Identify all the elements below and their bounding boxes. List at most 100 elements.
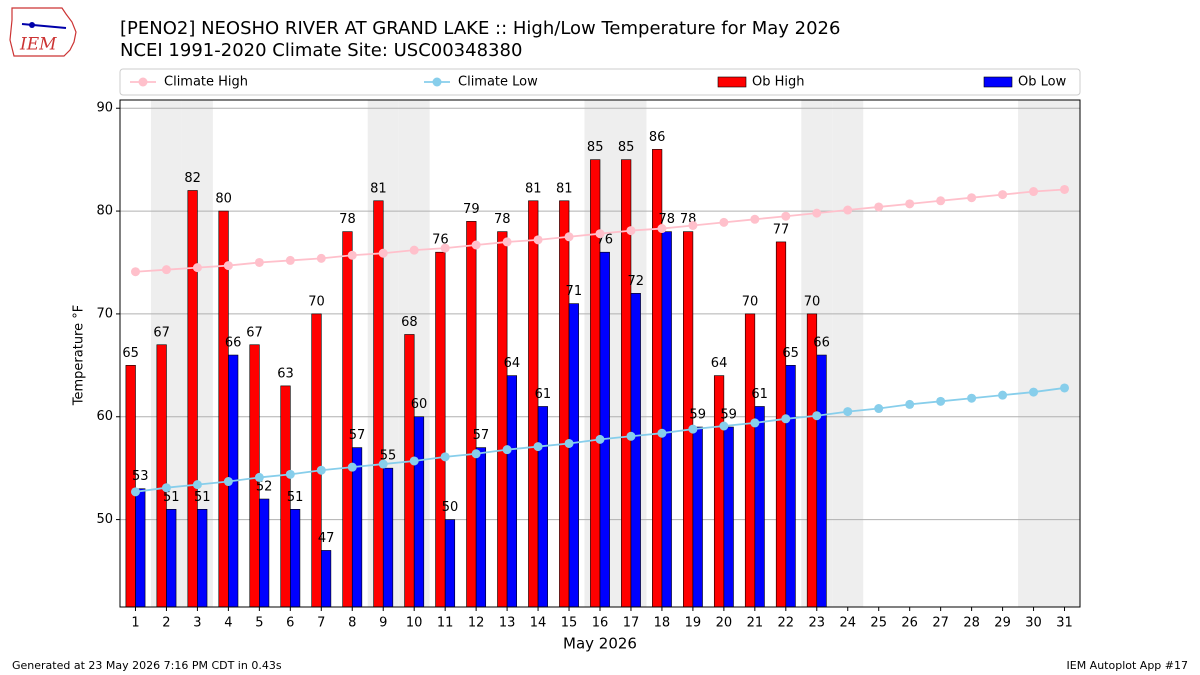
bar-label: 78 — [339, 212, 356, 227]
bar-label: 57 — [349, 428, 366, 443]
plot-frame — [119, 99, 1081, 608]
bar — [320, 550, 332, 608]
point — [285, 255, 295, 265]
bar-label: 82 — [184, 171, 201, 186]
bar — [404, 334, 415, 608]
bar — [661, 231, 672, 608]
point — [1060, 383, 1070, 393]
point — [657, 224, 667, 234]
bar-label: 71 — [566, 284, 583, 299]
point — [471, 240, 481, 250]
point — [626, 226, 636, 236]
point — [719, 217, 729, 227]
point — [595, 229, 605, 239]
legend-label: Climate Low — [458, 75, 538, 90]
x-tick-label: 22 — [778, 616, 795, 631]
bar — [351, 447, 363, 608]
bar-label: 61 — [751, 387, 768, 402]
point — [874, 202, 884, 212]
bar — [373, 200, 384, 608]
point — [223, 477, 233, 487]
point — [967, 393, 977, 403]
weekend-shade — [1049, 100, 1080, 607]
x-tick-label: 5 — [255, 616, 263, 631]
bar-label: 53 — [132, 469, 149, 484]
x-tick-label: 8 — [348, 616, 356, 631]
bar-label: 52 — [256, 480, 273, 495]
x-tick-label: 14 — [530, 616, 547, 631]
weekend-shade — [1018, 100, 1050, 607]
bar — [599, 251, 610, 608]
bar-label: 85 — [587, 140, 604, 155]
legend-swatch — [983, 76, 1013, 88]
point — [502, 445, 512, 455]
x-tick-label: 23 — [809, 616, 826, 631]
bar — [135, 488, 146, 608]
bar-label: 57 — [473, 428, 490, 443]
point — [440, 452, 450, 462]
bar — [806, 313, 818, 608]
x-tick-label: 16 — [592, 616, 609, 631]
footer-left: Generated at 23 May 2026 7:16 PM CDT in … — [12, 659, 282, 672]
bar — [528, 200, 539, 608]
bar-label: 81 — [556, 181, 573, 196]
legend-label: Ob Low — [1018, 75, 1067, 90]
x-tick-label: 15 — [561, 616, 578, 631]
point — [843, 407, 853, 417]
y-tick-label: 90 — [96, 101, 113, 116]
bar-label: 47 — [318, 531, 335, 546]
bar-label: 51 — [287, 490, 304, 505]
point — [254, 257, 264, 267]
point — [936, 196, 946, 206]
point — [1029, 187, 1039, 197]
legend-marker — [432, 77, 442, 87]
bar-label: 68 — [401, 315, 418, 330]
point — [936, 396, 946, 406]
bar — [559, 200, 570, 608]
bar — [744, 313, 756, 608]
legend-swatch — [717, 76, 747, 88]
bar-label: 64 — [504, 356, 521, 371]
bar — [382, 467, 394, 608]
x-tick-label: 24 — [839, 616, 856, 631]
point — [347, 462, 357, 472]
point — [378, 459, 388, 469]
x-tick-label: 9 — [379, 616, 387, 631]
bar-label: 81 — [370, 181, 387, 196]
bar-label: 66 — [225, 336, 242, 351]
bar — [785, 365, 796, 608]
point — [905, 399, 915, 409]
bar-label: 70 — [742, 294, 759, 309]
bar-label: 63 — [277, 366, 294, 381]
chart-subtitle: NCEI 1991-2020 Climate Site: USC00348380 — [120, 40, 522, 61]
bar-label: 59 — [689, 408, 706, 423]
point — [781, 211, 791, 221]
point — [409, 245, 419, 255]
point — [130, 487, 140, 497]
bar — [259, 498, 270, 608]
point — [657, 428, 667, 438]
x-tick-label: 2 — [162, 616, 170, 631]
bar — [723, 426, 734, 608]
point — [874, 404, 884, 414]
x-tick-label: 7 — [317, 616, 325, 631]
bar-label: 65 — [122, 346, 139, 361]
x-tick-label: 20 — [716, 616, 733, 631]
point — [750, 214, 760, 224]
point — [1060, 184, 1070, 194]
bar — [311, 313, 322, 608]
bar — [444, 519, 456, 608]
point — [812, 411, 822, 421]
point — [285, 469, 295, 479]
x-tick-label: 25 — [870, 616, 887, 631]
point — [998, 190, 1008, 200]
y-tick-label: 70 — [96, 306, 113, 321]
bar — [197, 509, 208, 608]
bar — [537, 406, 548, 608]
bar-label: 78 — [494, 212, 511, 227]
point — [223, 261, 233, 271]
point — [781, 414, 791, 424]
logo: IEM — [9, 7, 77, 57]
x-tick-label: 3 — [193, 616, 201, 631]
